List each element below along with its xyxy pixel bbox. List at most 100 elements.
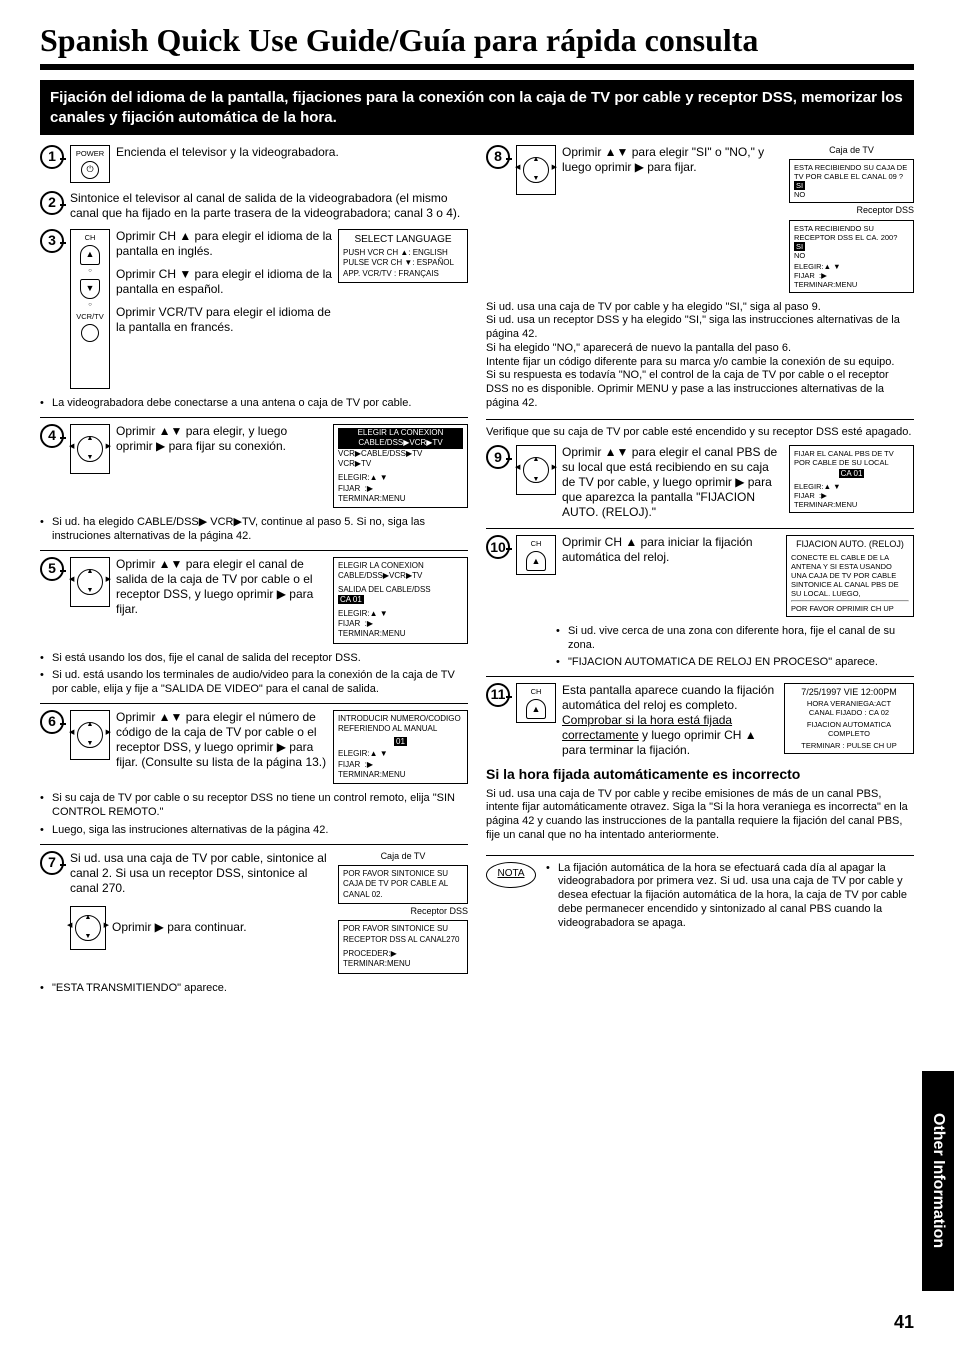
osd-footer: ELEGIR:▲ ▼ FIJAR :▶ TERMINAR:MENU [338,749,463,780]
step-number: 5 [40,557,64,581]
osd-no: NO [794,190,805,199]
bullet-note: Si su caja de TV por cable o su receptor… [40,792,468,820]
left-column: 1 POWER ⏻ Encienda el televisor y la vid… [40,145,468,1000]
osd-line: PUSH VCR CH ▲: ENGLISH [343,248,463,258]
step-4: 4 Oprimir ▲▼ para elegir, y luego oprimi… [40,424,468,509]
osd-footer: ELEGIR:▲ ▼ FIJAR :▶ TERMINAR:MENU [794,482,909,509]
divider [40,550,468,551]
osd-complete: 7/25/1997 VIE 12:00PM HORA VERANIEGA:ACT… [784,683,914,754]
verify-note: Verifique que su caja de TV por cable es… [486,426,914,440]
osd-label: Caja de TV [789,145,914,156]
osd-language: SELECT LANGUAGE PUSH VCR CH ▲: ENGLISH P… [338,229,468,283]
step-number: 10 [486,535,510,559]
step-9: 9 Oprimir ▲▼ para elegir el canal PBS de… [486,445,914,520]
divider [40,703,468,704]
step-3: 3 CH ▲ ○ ▼ ○ VCR/TV Oprimir CH ▲ para el… [40,229,468,389]
divider [486,676,914,677]
step-number: 3 [40,229,64,253]
osd-cable-tune: POR FAVOR SINTONICE SU CAJA DE TV POR CA… [338,865,468,904]
step-6: 6 Oprimir ▲▼ para elegir el número de có… [40,710,468,784]
step8-para: Si ud. usa una caja de TV por cable y ha… [486,301,914,411]
page-title: Spanish Quick Use Guide/Guía para rápida… [40,20,914,60]
ch-up-icon: ▲ [80,245,100,265]
nav-pad-icon [70,557,110,607]
osd-line: CANAL FIJADO : CA 02 [789,708,909,717]
bullet-note: Si está usando los dos, fije el canal de… [40,652,468,666]
osd-si: SI [794,181,805,190]
step-text: Oprimir ▲▼ para elegir el número de códi… [116,710,327,770]
ch-down-icon: ▼ [80,279,100,299]
remote-channel: CH ▲ ○ ▼ ○ VCR/TV [70,229,110,389]
title-rule [40,64,914,70]
osd-line: HORA VERANIEGA:ACT [789,699,909,708]
nav-pad-icon [516,145,556,195]
osd-title: FIJACION AUTO. (RELOJ) [791,539,909,551]
osd-label: Receptor DSS [338,906,468,917]
vcrtv-button-icon [81,324,99,342]
step-8: 8 Oprimir ▲▼ para elegir "SI" o "NO," y … [486,145,914,293]
divider [486,419,914,420]
step3-text1: Oprimir CH ▲ para elegir el idioma de la… [116,229,332,259]
osd-title: INTRODUCIR NUMERO/CODIGO REFERIENDO AL M… [338,714,463,735]
osd-title: SELECT LANGUAGE [343,233,463,246]
nota-label: NOTA [486,862,536,888]
osd-badge: CA 01 [338,595,364,604]
nota-text: La fijación automática de la hora se efe… [546,862,914,931]
osd-code: INTRODUCIR NUMERO/CODIGO REFERIENDO AL M… [333,710,468,784]
power-button-icon: ⏻ [81,161,99,179]
osd-title: ELEGIR LA CONEXION CABLE/DSS▶VCR▶TV [338,561,463,582]
osd-sino-group: Caja de TV ESTA RECIBIENDO SU CAJA DE TV… [789,145,914,293]
osd-footer: TERMINAR : PULSE CH UP [789,741,909,750]
osd-title: ELEGIR LA CONEXION CABLE/DSS▶VCR▶TV [338,428,463,449]
bullet-note: La videograbadora debe conectarse a una … [40,397,468,411]
section-heading: Si la hora fijada automáticamente es inc… [486,766,914,784]
section-banner: Fijación del idioma de la pantalla, fija… [40,80,914,135]
nav-pad-icon [70,710,110,760]
osd-badge: CA 01 [839,469,865,478]
step-1: 1 POWER ⏻ Encienda el televisor y la vid… [40,145,468,183]
remote-power: POWER ⏻ [70,145,110,183]
side-tab: Other Information [922,1071,954,1291]
divider [40,844,468,845]
step-number: 6 [40,710,64,734]
bullet-note: Si ud. vive cerca de una zona con difere… [556,625,914,653]
bullet-note: Luego, siga las instruciones alternativa… [40,824,468,838]
nav-pad-icon [70,424,110,474]
osd-footer: ELEGIR:▲ ▼ FIJAR :▶ TERMINAR:MENU [794,262,909,289]
osd-line: APP. VCR/TV : FRANÇAIS [343,269,463,279]
remote-ch: CH ▲ [516,683,556,723]
step-text: Oprimir ▲▼ para elegir, y luego oprimir … [116,424,327,454]
osd-badge: 01 [394,737,407,746]
step-number: 8 [486,145,510,169]
osd-connection: ELEGIR LA CONEXION CABLE/DSS▶VCR▶TV VCR▶… [333,424,468,509]
osd-line: POR FAVOR SINTONICE SU RECEPTOR DSS AL C… [343,924,463,945]
divider [40,417,468,418]
osd-label: SALIDA DEL CABLE/DSS [338,585,463,595]
step-number: 11 [486,683,510,707]
step-10: 10 CH ▲ Oprimir CH ▲ para iniciar la fij… [486,535,914,617]
divider [486,528,914,529]
osd-datetime: 7/25/1997 VIE 12:00PM [789,687,909,699]
osd-dss-confirm: ESTA RECIBIENDO SU RECEPTOR DSS EL CA. 2… [789,220,914,293]
step-text: Oprimir ▲▼ para elegir el canal de salid… [116,557,327,617]
divider [486,855,914,856]
bullet-note: "ESTA TRANSMITIENDO" aparece. [40,982,468,996]
osd-footer: POR FAVOR OPRIMIR CH UP [791,604,909,613]
ch-up-icon: ▲ [526,551,546,571]
osd-label: Receptor DSS [789,205,914,216]
osd-si: SI [794,242,805,251]
osd-footer: ELEGIR:▲ ▼ FIJAR :▶ TERMINAR:MENU [338,609,463,640]
step3-text2: Oprimir CH ▼ para elegir el idioma de la… [116,267,332,297]
bullet-note: "FIJACION AUTOMATICA DE RELOJ EN PROCESO… [556,656,914,670]
nota-block: NOTA La fijación automática de la hora s… [486,862,914,935]
osd-footer: PROCEDER:▶ TERMINAR:MENU [343,949,463,970]
step7-text: Si ud. usa una caja de TV por cable, sin… [70,851,332,896]
osd-output-channel: ELEGIR LA CONEXION CABLE/DSS▶VCR▶TV SALI… [333,557,468,644]
step-11: 11 CH ▲ Esta pantalla aparece cuando la … [486,683,914,758]
osd-no: NO [794,251,805,260]
step-number: 4 [40,424,64,448]
step-number: 9 [486,445,510,469]
page-number: 41 [894,1311,914,1334]
right-column: 8 Oprimir ▲▼ para elegir "SI" o "NO," y … [486,145,914,1000]
osd-label: Caja de TV [338,851,468,862]
